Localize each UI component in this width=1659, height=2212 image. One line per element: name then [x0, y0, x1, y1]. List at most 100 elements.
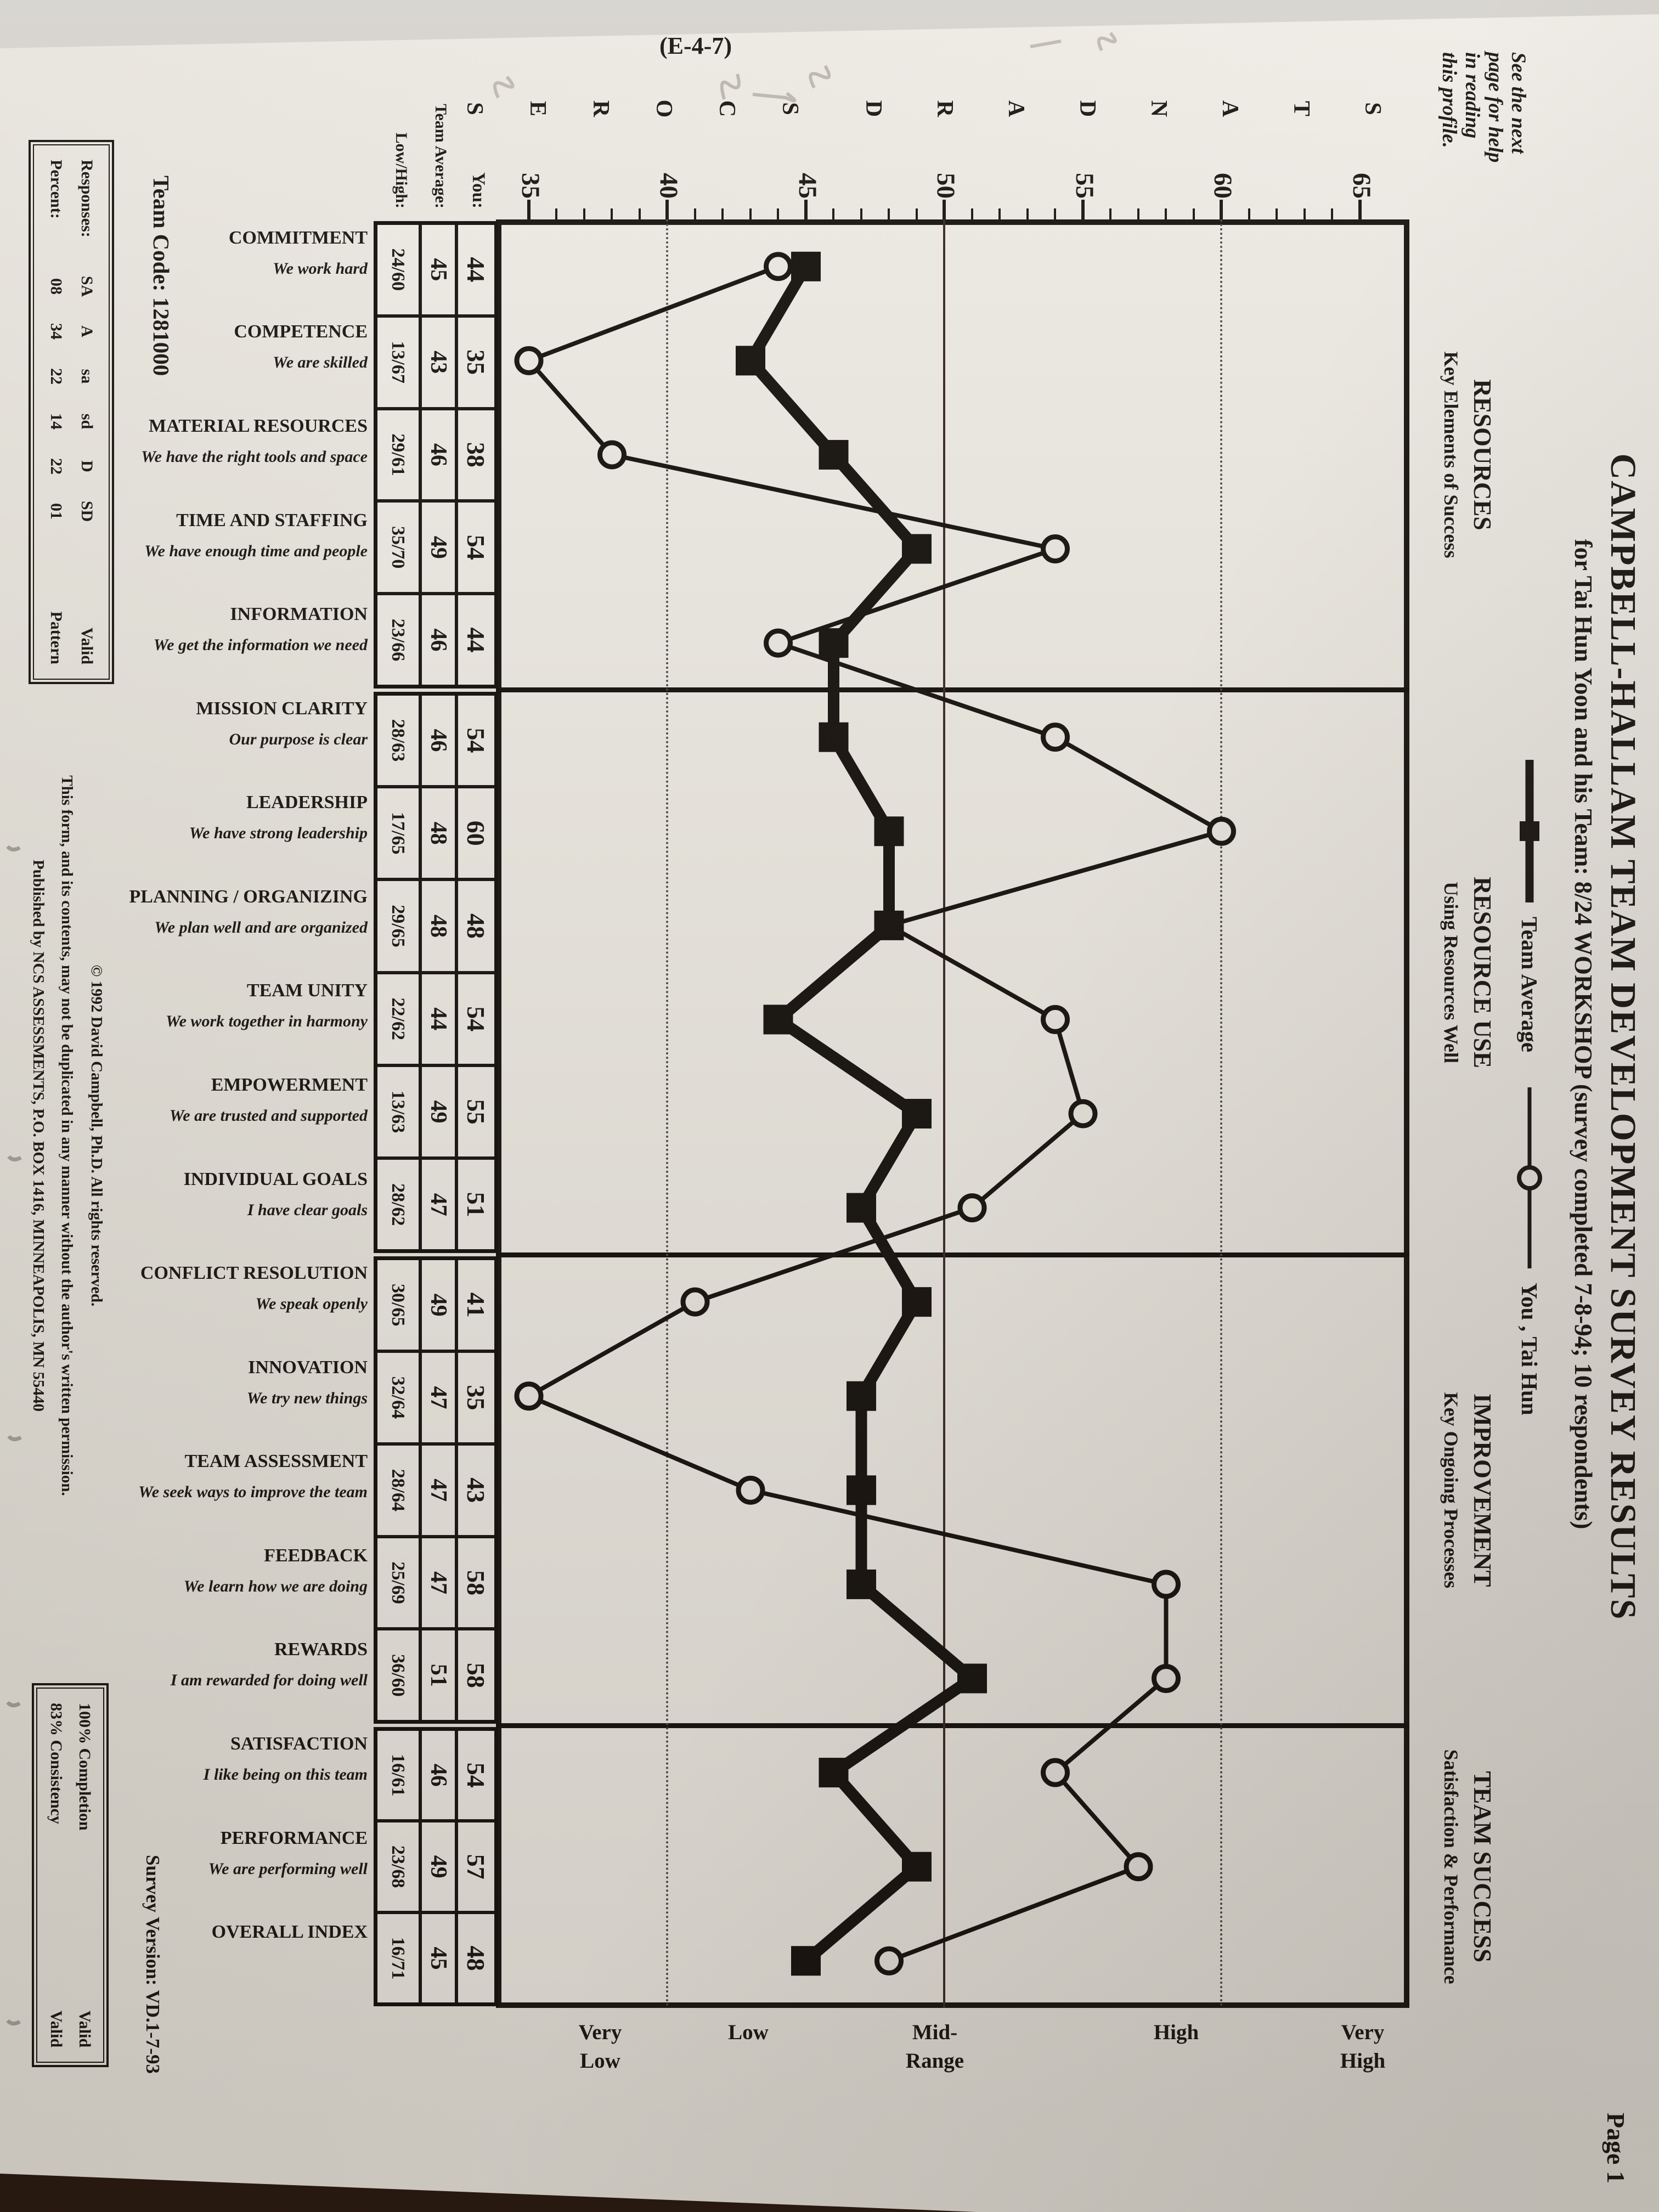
responses-value: SD: [78, 500, 97, 522]
responses-value: 34: [47, 323, 65, 340]
axis-label-letter: R: [588, 100, 613, 117]
axis-label-letter: D: [1075, 100, 1100, 117]
axis-minor-tick: [971, 208, 973, 221]
responses-value: sa: [78, 369, 97, 384]
completion-metric: 100% Completion: [75, 1703, 94, 1831]
axis-label-letter: R: [932, 100, 957, 117]
axis-minor-tick: [1304, 208, 1306, 221]
table-group-outline: [374, 1727, 498, 2006]
axis-minor-tick: [1137, 208, 1139, 221]
group-name: IMPROVEMENT: [1469, 1393, 1496, 1587]
group-name: RESOURCE USE: [1469, 877, 1496, 1069]
responses-value: 14: [47, 413, 65, 430]
group-subtitle: Key Ongoing Processes: [1440, 1392, 1462, 1588]
responses-value: 22: [47, 458, 65, 475]
axis-number: 45: [793, 173, 822, 199]
group-subtitle: Satisfaction & Performance: [1440, 1749, 1462, 1984]
note-line: this profile.: [1438, 52, 1460, 148]
responses-value: SA: [78, 275, 97, 297]
band-label-word: High: [1340, 2049, 1386, 2073]
responses-value: 01: [47, 503, 65, 520]
axis-minor-tick: [1276, 208, 1278, 221]
handwritten-code: (E-4-7): [659, 32, 732, 59]
axis-number: 60: [1209, 173, 1238, 199]
axis-minor-tick: [777, 208, 780, 221]
chart-frame: [496, 219, 1409, 2008]
axis-major-tick: [804, 200, 808, 221]
group-divider: [496, 1723, 1409, 1728]
axis-minor-tick: [749, 208, 752, 221]
axis-number: 65: [1347, 173, 1376, 199]
dotted-60-line: [1220, 219, 1223, 2008]
note-line: page for help: [1484, 52, 1506, 163]
axis-label-letter: T: [1289, 100, 1314, 116]
table-header-team-average: Team Average:: [432, 104, 450, 208]
band-label-word: High: [1153, 2021, 1199, 2044]
axis-minor-tick: [1193, 208, 1195, 221]
responses-status: Pattern: [47, 611, 65, 664]
axis-label-letter: A: [1217, 100, 1243, 117]
axis-label-letter: S: [777, 102, 803, 115]
group-divider: [496, 1252, 1409, 1257]
axis-minor-tick: [1026, 208, 1029, 221]
axis-minor-tick: [583, 208, 585, 221]
completion-row: 100% Completion Valid: [75, 1689, 94, 2062]
axis-minor-tick: [1054, 208, 1057, 221]
axis-minor-tick: [1165, 208, 1167, 221]
axis-minor-tick: [998, 208, 1001, 221]
group-header: RESOURCES Key Elements of Success: [1440, 351, 1497, 558]
axis-minor-tick: [1248, 208, 1250, 221]
axis-major-tick: [1220, 200, 1223, 221]
axis-major-tick: [943, 200, 946, 221]
axis-number: 40: [654, 173, 684, 199]
midrange-50-line: [943, 219, 946, 2008]
legend-label: Team Average: [1517, 917, 1542, 1053]
table-header-low-high: Low/High:: [392, 132, 410, 208]
axis-minor-tick: [860, 208, 862, 221]
axis-minor-tick: [832, 208, 835, 221]
duplication-line: This form, and its contents, may not be …: [58, 775, 76, 1496]
band-label-word: Very: [1341, 2021, 1385, 2044]
axis-major-tick: [527, 200, 531, 221]
group-name: TEAM SUCCESS: [1469, 1771, 1496, 1963]
chart-legend: Team Average You , Tai Hun: [1512, 760, 1547, 1489]
axis-label-letter: O: [651, 99, 676, 118]
responses-value: sd: [78, 413, 97, 430]
group-subtitle: Using Resources Well: [1440, 882, 1462, 1063]
responses-row-label: Percent:: [47, 160, 65, 219]
category-name: REWARDS: [274, 1639, 368, 1660]
legend-label: You , Tai Hun: [1517, 1283, 1542, 1415]
table-header-you: You:: [469, 172, 488, 208]
responses-status: Valid: [78, 627, 97, 664]
legend-item-you: You , Tai Hun: [1514, 1087, 1545, 1415]
group-header: RESOURCE USE Using Resources Well: [1440, 877, 1497, 1068]
table-group-outline: [374, 691, 498, 1254]
axis-number: 50: [932, 173, 961, 199]
axis-minor-tick: [1109, 208, 1112, 221]
axis-label-letter: C: [714, 100, 740, 117]
reading-help-note: See the next page for help in reading this …: [1437, 52, 1530, 162]
axis-minor-tick: [639, 208, 641, 221]
band-label-word: Mid-: [912, 2021, 958, 2044]
responses-value: 08: [47, 278, 65, 295]
completion-status: Valid: [75, 2010, 94, 2047]
axis-label-letter: S: [1360, 102, 1385, 115]
page-subtitle: for Tai Hun Yoon and his Team: 8/24 WORK…: [1570, 539, 1597, 1530]
open-circle-icon: [1517, 1087, 1542, 1269]
table-group-outline: [374, 221, 498, 689]
axis-label-letter: E: [525, 100, 550, 116]
axis-number: 35: [516, 173, 545, 199]
axis-major-tick: [1358, 200, 1362, 221]
axis-minor-tick: [916, 208, 918, 221]
axis-minor-tick: [555, 208, 558, 221]
group-subtitle: Key Elements of Success: [1440, 351, 1462, 558]
table-group-outline: [374, 1256, 498, 1724]
axis-minor-tick: [1331, 208, 1334, 221]
band-label-word: Low: [580, 2049, 620, 2073]
completion-box: 100% Completion Valid 83% Consistency Valid: [32, 1683, 109, 2067]
group-header: TEAM SUCCESS Satisfaction & Performance: [1440, 1750, 1497, 1984]
